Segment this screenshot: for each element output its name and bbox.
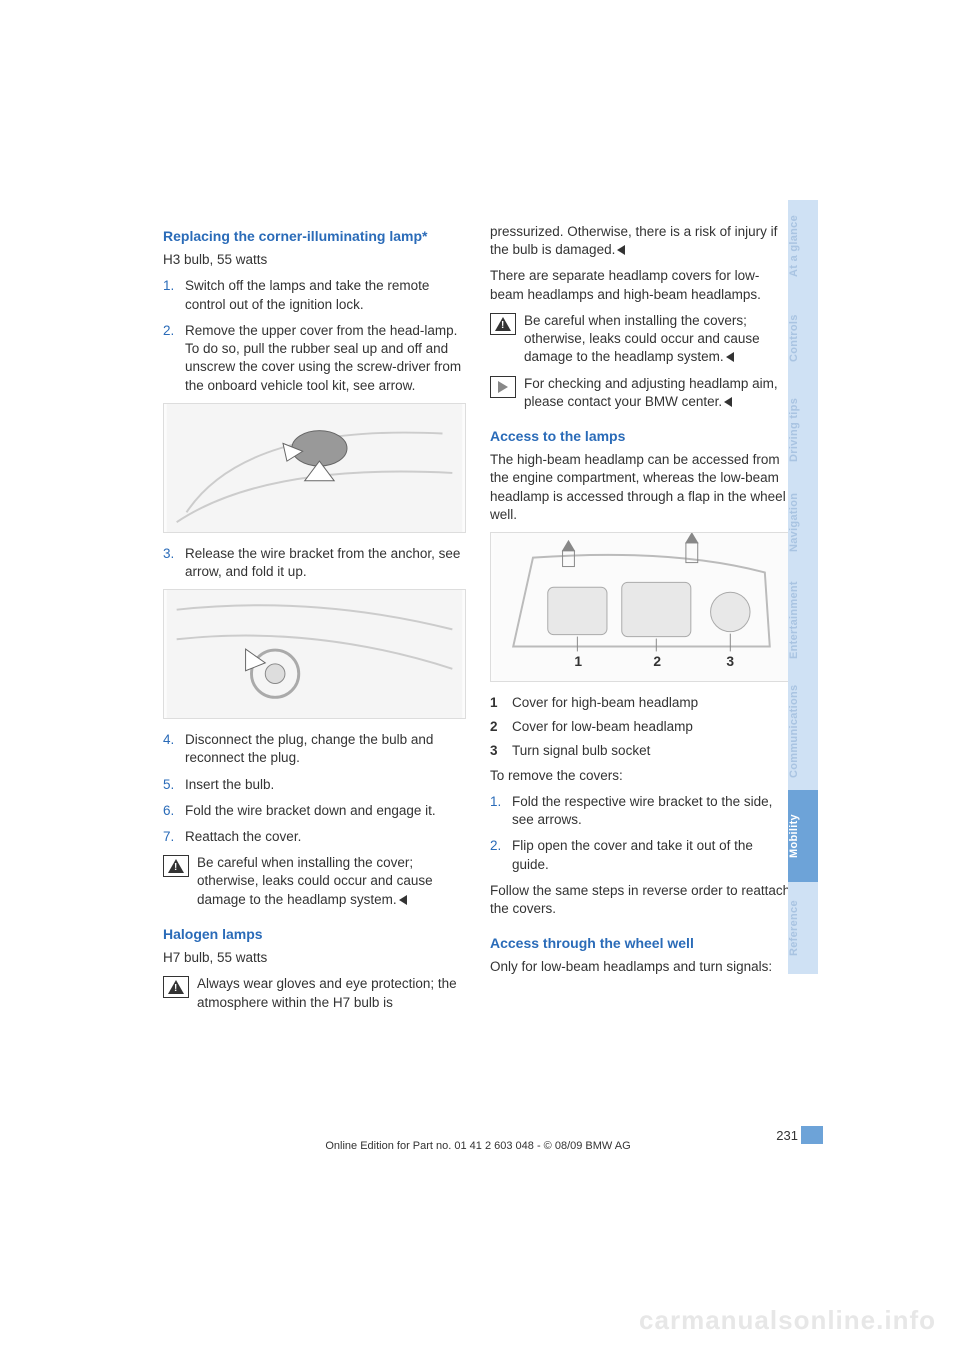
watermark-text: carmanualsonline.info: [639, 1305, 936, 1336]
steps-group-c: 4.Disconnect the plug, change the bulb a…: [163, 731, 466, 846]
step-text: Release the wire bracket from the anchor…: [185, 545, 466, 581]
svg-text:2: 2: [653, 653, 661, 669]
warning-body: Be careful when installing the cover; ot…: [197, 855, 433, 906]
step-text: Fold the wire bracket down and engage it…: [185, 802, 436, 820]
para-remove-covers: To remove the covers:: [490, 767, 793, 785]
figure-wire-bracket: [163, 589, 466, 719]
warning-text: Always wear gloves and eye protection; t…: [197, 975, 466, 1011]
svg-text:1: 1: [574, 653, 582, 669]
legend-item: 2Cover for low-beam headlamp: [490, 718, 793, 736]
warning-cover-install: Be careful when installing the cover; ot…: [163, 854, 466, 909]
legend-text: Cover for low-beam headlamp: [512, 718, 693, 736]
step-number: 5.: [163, 776, 185, 794]
warning-text: Be careful when installing the cover; ot…: [197, 854, 466, 909]
step-item: 2.Remove the upper cover from the head-l…: [163, 322, 466, 395]
steps-group-a: 1.Switch off the lamps and take the remo…: [163, 277, 466, 394]
step-number: 1.: [490, 793, 512, 829]
legend-number: 2: [490, 718, 512, 736]
step-number: 6.: [163, 802, 185, 820]
bulb-spec-h7: H7 bulb, 55 watts: [163, 949, 466, 967]
step-item: 2.Flip open the cover and take it out of…: [490, 837, 793, 873]
legend-item: 3Turn signal bulb socket: [490, 742, 793, 760]
step-text: Remove the upper cover from the head-lam…: [185, 322, 466, 395]
end-mark-icon: [399, 895, 407, 905]
step-item: 7.Reattach the cover.: [163, 828, 466, 846]
tab-controls[interactable]: Controls: [788, 292, 818, 384]
tab-communications[interactable]: Communications: [788, 672, 818, 790]
heading-access-lamps: Access to the lamps: [490, 427, 793, 445]
warning-body: Be careful when installing the covers; o…: [524, 313, 760, 364]
step-text: Fold the respective wire bracket to the …: [512, 793, 793, 829]
legend-text: Turn signal bulb socket: [512, 742, 650, 760]
page-footer: 231 Online Edition for Part no. 01 41 2 …: [163, 1140, 793, 1152]
legend-text: Cover for high-beam headlamp: [512, 694, 698, 712]
heading-wheel-well: Access through the wheel well: [490, 934, 793, 952]
step-number: 2.: [490, 837, 512, 873]
figure-headlamp-assembly: 1 2 3: [490, 532, 793, 682]
warning-icon: [163, 976, 189, 998]
steps-remove-covers: 1.Fold the respective wire bracket to th…: [490, 793, 793, 874]
step-item: 6.Fold the wire bracket down and engage …: [163, 802, 466, 820]
tab-mobility[interactable]: Mobility: [788, 790, 818, 882]
step-number: 3.: [163, 545, 185, 581]
step-number: 1.: [163, 277, 185, 313]
illustration-svg: [164, 590, 465, 718]
end-mark-icon: [726, 352, 734, 362]
page-number: 231: [776, 1128, 798, 1143]
cont-body: pressurized. Otherwise, there is a risk …: [490, 224, 777, 257]
para-wheel-well: Only for low-beam headlamps and turn sig…: [490, 958, 793, 976]
step-number: 2.: [163, 322, 185, 395]
warning-icon: [490, 313, 516, 335]
svg-text:3: 3: [726, 653, 734, 669]
bulb-spec-h3: H3 bulb, 55 watts: [163, 251, 466, 269]
warning-gloves: Always wear gloves and eye protection; t…: [163, 975, 466, 1011]
step-text: Reattach the cover.: [185, 828, 301, 846]
warning-text: Be careful when installing the covers; o…: [524, 312, 793, 367]
tab-navigation[interactable]: Navigation: [788, 476, 818, 568]
tab-at-a-glance[interactable]: At a glance: [788, 200, 818, 292]
step-text: Insert the bulb.: [185, 776, 274, 794]
warning-covers-install: Be careful when installing the covers; o…: [490, 312, 793, 367]
step-item: 1.Fold the respective wire bracket to th…: [490, 793, 793, 829]
note-icon: [490, 376, 516, 398]
para-access: The high-beam headlamp can be accessed f…: [490, 451, 793, 524]
note-headlamp-aim: For checking and adjusting headlamp aim,…: [490, 375, 793, 411]
step-number: 4.: [163, 731, 185, 767]
step-text: Disconnect the plug, change the bulb and…: [185, 731, 466, 767]
continuation-text: pressurized. Otherwise, there is a risk …: [490, 223, 793, 259]
right-column: pressurized. Otherwise, there is a risk …: [490, 223, 793, 1020]
legend-number: 1: [490, 694, 512, 712]
page-number-bar: [801, 1126, 823, 1144]
step-item: 3.Release the wire bracket from the anch…: [163, 545, 466, 581]
heading-halogen: Halogen lamps: [163, 925, 466, 943]
step-text: Switch off the lamps and take the remote…: [185, 277, 466, 313]
footer-line: Online Edition for Part no. 01 41 2 603 …: [325, 1140, 630, 1152]
heading-corner-lamp: Replacing the corner-illuminating lamp*: [163, 227, 466, 245]
step-item: 5.Insert the bulb.: [163, 776, 466, 794]
legend-list: 1Cover for high-beam headlamp 2Cover for…: [490, 694, 793, 761]
note-text: For checking and adjusting headlamp aim,…: [524, 375, 793, 411]
tab-reference[interactable]: Reference: [788, 882, 818, 974]
illustration-svg: 1 2 3: [491, 533, 792, 681]
step-item: 4.Disconnect the plug, change the bulb a…: [163, 731, 466, 767]
step-number: 7.: [163, 828, 185, 846]
para-covers: There are separate headlamp covers for l…: [490, 267, 793, 303]
end-mark-icon: [724, 397, 732, 407]
step-text: Flip open the cover and take it out of t…: [512, 837, 793, 873]
steps-group-b: 3.Release the wire bracket from the anch…: [163, 545, 466, 581]
legend-item: 1Cover for high-beam headlamp: [490, 694, 793, 712]
step-item: 1.Switch off the lamps and take the remo…: [163, 277, 466, 313]
tab-entertainment[interactable]: Entertainment: [788, 568, 818, 672]
figure-headlamp-cover: [163, 403, 466, 533]
left-column: Replacing the corner-illuminating lamp* …: [163, 223, 466, 1020]
warning-icon: [163, 855, 189, 877]
end-mark-icon: [617, 245, 625, 255]
side-tabs: At a glance Controls Driving tips Naviga…: [788, 200, 818, 974]
illustration-svg: [164, 404, 465, 532]
legend-number: 3: [490, 742, 512, 760]
tab-driving-tips[interactable]: Driving tips: [788, 384, 818, 476]
content-area: Replacing the corner-illuminating lamp* …: [163, 223, 793, 1020]
note-body: For checking and adjusting headlamp aim,…: [524, 376, 778, 409]
para-reverse: Follow the same steps in reverse order t…: [490, 882, 793, 918]
